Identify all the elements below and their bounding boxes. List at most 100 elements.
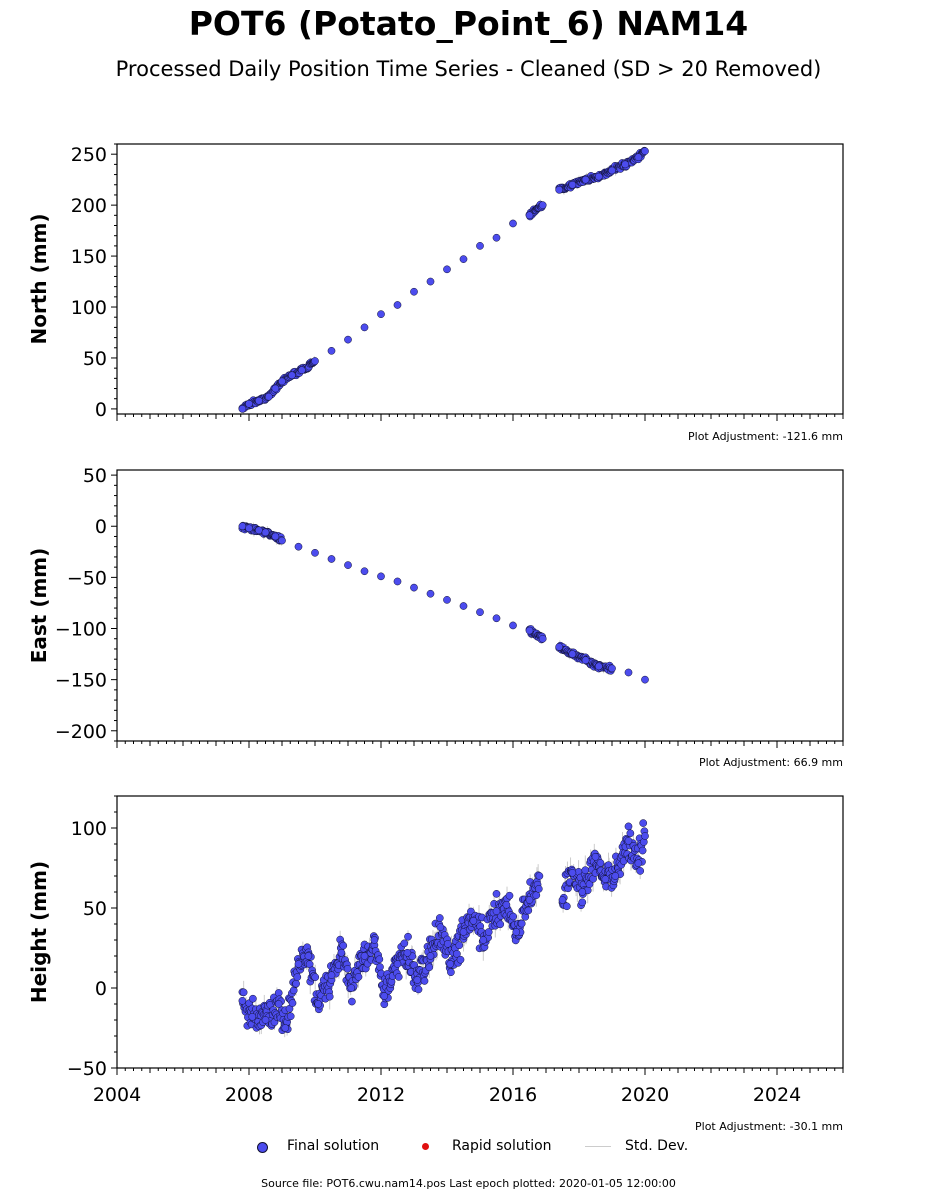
data-point (325, 992, 334, 1001)
data-point (261, 528, 270, 537)
data-point (255, 396, 263, 405)
data-point (255, 526, 263, 535)
plot-frame (116, 469, 844, 742)
data-point (360, 567, 369, 576)
data-point (476, 242, 484, 250)
data-point (274, 989, 283, 997)
data-point (311, 357, 319, 365)
data-point (344, 335, 352, 344)
data-point (555, 643, 564, 651)
data-point (394, 973, 403, 981)
data-point (525, 211, 534, 220)
data-point (525, 896, 534, 904)
data-point (594, 662, 603, 671)
panel-2: 50 0 −50 −100 −150 −200 East (mm) Plot Adjustme… (27, 465, 844, 769)
data-point (459, 255, 468, 263)
data-point (641, 675, 649, 684)
plot-adjustment-note: Plot Adjustment: -30.1 mm (695, 1120, 843, 1133)
data-point (288, 999, 297, 1007)
y-tick-label: −50 (67, 1058, 107, 1080)
chart-title: POT6 (Potato_Point_6) NAM14 (188, 4, 749, 43)
data-point (347, 984, 356, 992)
data-point (370, 936, 379, 944)
data-point (502, 900, 511, 909)
data-point (360, 952, 369, 960)
y-tick-label: −50 (67, 567, 107, 589)
data-point (512, 928, 521, 936)
data-point (339, 941, 348, 950)
data-point (509, 912, 518, 921)
data-point (596, 859, 605, 867)
data-point (534, 885, 543, 893)
data-point (538, 634, 547, 643)
data-point (517, 919, 526, 928)
data-point (245, 399, 253, 408)
data-point (410, 583, 418, 592)
data-point (492, 614, 501, 623)
data-point (343, 964, 352, 973)
data-point (425, 963, 434, 972)
x-tick-label: 2020 (621, 1084, 669, 1106)
panel-3: 100 50 0 −50 2004 2008 2012 2016 2020 2024 Height … (27, 795, 844, 1133)
plot-frame (116, 143, 844, 415)
data-point (601, 875, 610, 884)
y-axis-label: Height (mm) (27, 861, 51, 1003)
source-footer: Source file: POT6.cwu.nam14.pos Last epo… (261, 1177, 676, 1190)
data-point (293, 973, 302, 981)
data-point (446, 960, 455, 968)
data-point (639, 819, 648, 827)
y-tick-label: 50 (83, 348, 107, 370)
y-tick-label: 250 (71, 144, 107, 166)
data-point (581, 656, 590, 665)
data-point (377, 310, 385, 319)
data-point (426, 277, 435, 286)
chart-subtitle: Processed Daily Position Time Series - C… (115, 57, 822, 81)
plot-adjustment-note: Plot Adjustment: 66.9 mm (699, 756, 843, 769)
data-point (274, 1000, 283, 1008)
data-point (426, 952, 435, 960)
legend-rapid-label: Rapid solution (452, 1138, 552, 1154)
y-axis-label: North (mm) (27, 213, 51, 344)
data-point (426, 589, 435, 598)
data-point (377, 572, 385, 581)
data-point (360, 323, 369, 332)
data-point (314, 1000, 323, 1008)
data-point (594, 172, 603, 181)
data-point (238, 522, 247, 531)
data-point (294, 960, 303, 968)
data-point (414, 985, 423, 994)
data-point (525, 626, 534, 635)
data-point (608, 664, 616, 673)
data-point (634, 153, 643, 162)
y-axis-label: East (mm) (27, 548, 51, 664)
std-dev-line-icon (585, 1146, 611, 1147)
legend-final-label: Final solution (287, 1138, 380, 1154)
data-point (591, 852, 600, 861)
data-point (393, 960, 402, 968)
panel-1: 0 50 100 150 200 250 North (mm) Plot Adjustment… (27, 143, 844, 443)
data-points-2 (238, 521, 649, 684)
data-point (568, 180, 577, 189)
x-tick-label: 2008 (225, 1084, 273, 1106)
data-point (248, 1012, 257, 1021)
y-tick-label: 0 (95, 516, 107, 538)
data-point (393, 301, 402, 309)
data-point (271, 532, 280, 541)
data-point (581, 866, 590, 875)
data-point (400, 939, 409, 948)
data-point (524, 906, 533, 915)
x-tick-label: 2004 (93, 1084, 141, 1106)
data-point (337, 948, 346, 957)
y-tick-label: 200 (71, 195, 107, 217)
data-point (261, 1016, 270, 1024)
data-point (459, 928, 468, 936)
data-point (578, 888, 587, 896)
data-point (245, 524, 253, 533)
data-point (278, 536, 286, 545)
data-point (455, 941, 464, 950)
data-point (435, 914, 444, 922)
data-point (344, 561, 352, 569)
data-point (641, 832, 649, 840)
data-point (380, 992, 389, 1000)
